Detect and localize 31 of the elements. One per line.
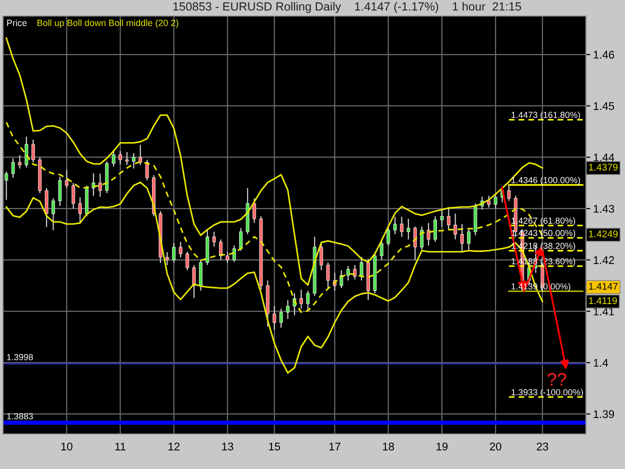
- y-tick-label: 1.46: [594, 50, 614, 59]
- x-tick-label: 17: [329, 442, 340, 450]
- x-tick-label: 20: [490, 442, 502, 450]
- y-tick-label: 1.43: [594, 204, 614, 213]
- annotation: ??: [548, 372, 566, 386]
- x-tick-label: 15: [269, 442, 280, 450]
- chart-title: 150853 - EURUSD Rolling Daily 1.4147 (-1.17%) 1 hour 21:15: [173, 2, 522, 14]
- y-tick-label: 1.42: [594, 256, 614, 264]
- annotation: Boll up Boll down Boll middle (20 2): [38, 19, 178, 28]
- annotation: 1.4147: [589, 282, 618, 290]
- x-tick-label: 10: [61, 442, 72, 450]
- y-tick-label: 1.4: [594, 359, 608, 367]
- series-label: 1.4346 (100.00%): [512, 176, 580, 185]
- x-tick-label: 18: [382, 442, 394, 450]
- x-tick-label: 23: [536, 442, 548, 450]
- annotation: Price: [7, 19, 27, 26]
- y-tick-label: 1.44: [594, 154, 614, 162]
- ref-line-label: 1.3998: [7, 354, 33, 360]
- x-tick-label: 11: [115, 442, 126, 450]
- x-tick-label: 12: [168, 442, 180, 450]
- annotation: 1.4379: [589, 164, 618, 171]
- x-tick-label: 19: [436, 442, 448, 450]
- y-tick-label: 1.45: [594, 102, 614, 110]
- x-tick-label: 13: [222, 442, 234, 450]
- annotation: 1.4119: [589, 297, 617, 304]
- y-tick-label: 1.41: [594, 308, 614, 316]
- y-tick-label: 1.39: [594, 410, 614, 418]
- series-label: 1.4473 (161.80%): [512, 112, 580, 120]
- annotation: 1.4249: [589, 230, 618, 238]
- series-label: 1.3933 (-100.00%): [512, 388, 583, 398]
- ref-line-label: 1.3883: [7, 413, 33, 420]
